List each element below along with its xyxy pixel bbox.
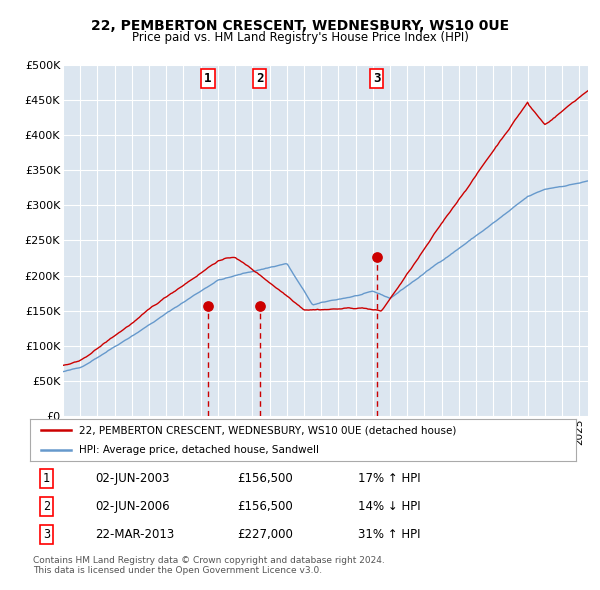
- Text: 2: 2: [256, 72, 263, 85]
- Text: 14% ↓ HPI: 14% ↓ HPI: [358, 500, 420, 513]
- Text: 2: 2: [43, 500, 50, 513]
- Text: 22, PEMBERTON CRESCENT, WEDNESBURY, WS10 0UE: 22, PEMBERTON CRESCENT, WEDNESBURY, WS10…: [91, 19, 509, 33]
- Text: 02-JUN-2003: 02-JUN-2003: [95, 472, 170, 485]
- Text: 1: 1: [43, 472, 50, 485]
- Point: [372, 252, 382, 261]
- Text: 31% ↑ HPI: 31% ↑ HPI: [358, 527, 420, 540]
- Text: Price paid vs. HM Land Registry's House Price Index (HPI): Price paid vs. HM Land Registry's House …: [131, 31, 469, 44]
- Text: 22, PEMBERTON CRESCENT, WEDNESBURY, WS10 0UE (detached house): 22, PEMBERTON CRESCENT, WEDNESBURY, WS10…: [79, 425, 457, 435]
- Text: 1: 1: [204, 72, 212, 85]
- Text: £156,500: £156,500: [238, 500, 293, 513]
- Text: £156,500: £156,500: [238, 472, 293, 485]
- Text: 3: 3: [43, 527, 50, 540]
- Text: £227,000: £227,000: [238, 527, 293, 540]
- Text: HPI: Average price, detached house, Sandwell: HPI: Average price, detached house, Sand…: [79, 445, 319, 455]
- Text: 3: 3: [373, 72, 380, 85]
- Text: 17% ↑ HPI: 17% ↑ HPI: [358, 472, 420, 485]
- Text: 02-JUN-2006: 02-JUN-2006: [95, 500, 170, 513]
- Text: Contains HM Land Registry data © Crown copyright and database right 2024.
This d: Contains HM Land Registry data © Crown c…: [33, 556, 385, 575]
- Point: [255, 301, 265, 311]
- Point: [203, 301, 213, 311]
- Text: 22-MAR-2013: 22-MAR-2013: [95, 527, 175, 540]
